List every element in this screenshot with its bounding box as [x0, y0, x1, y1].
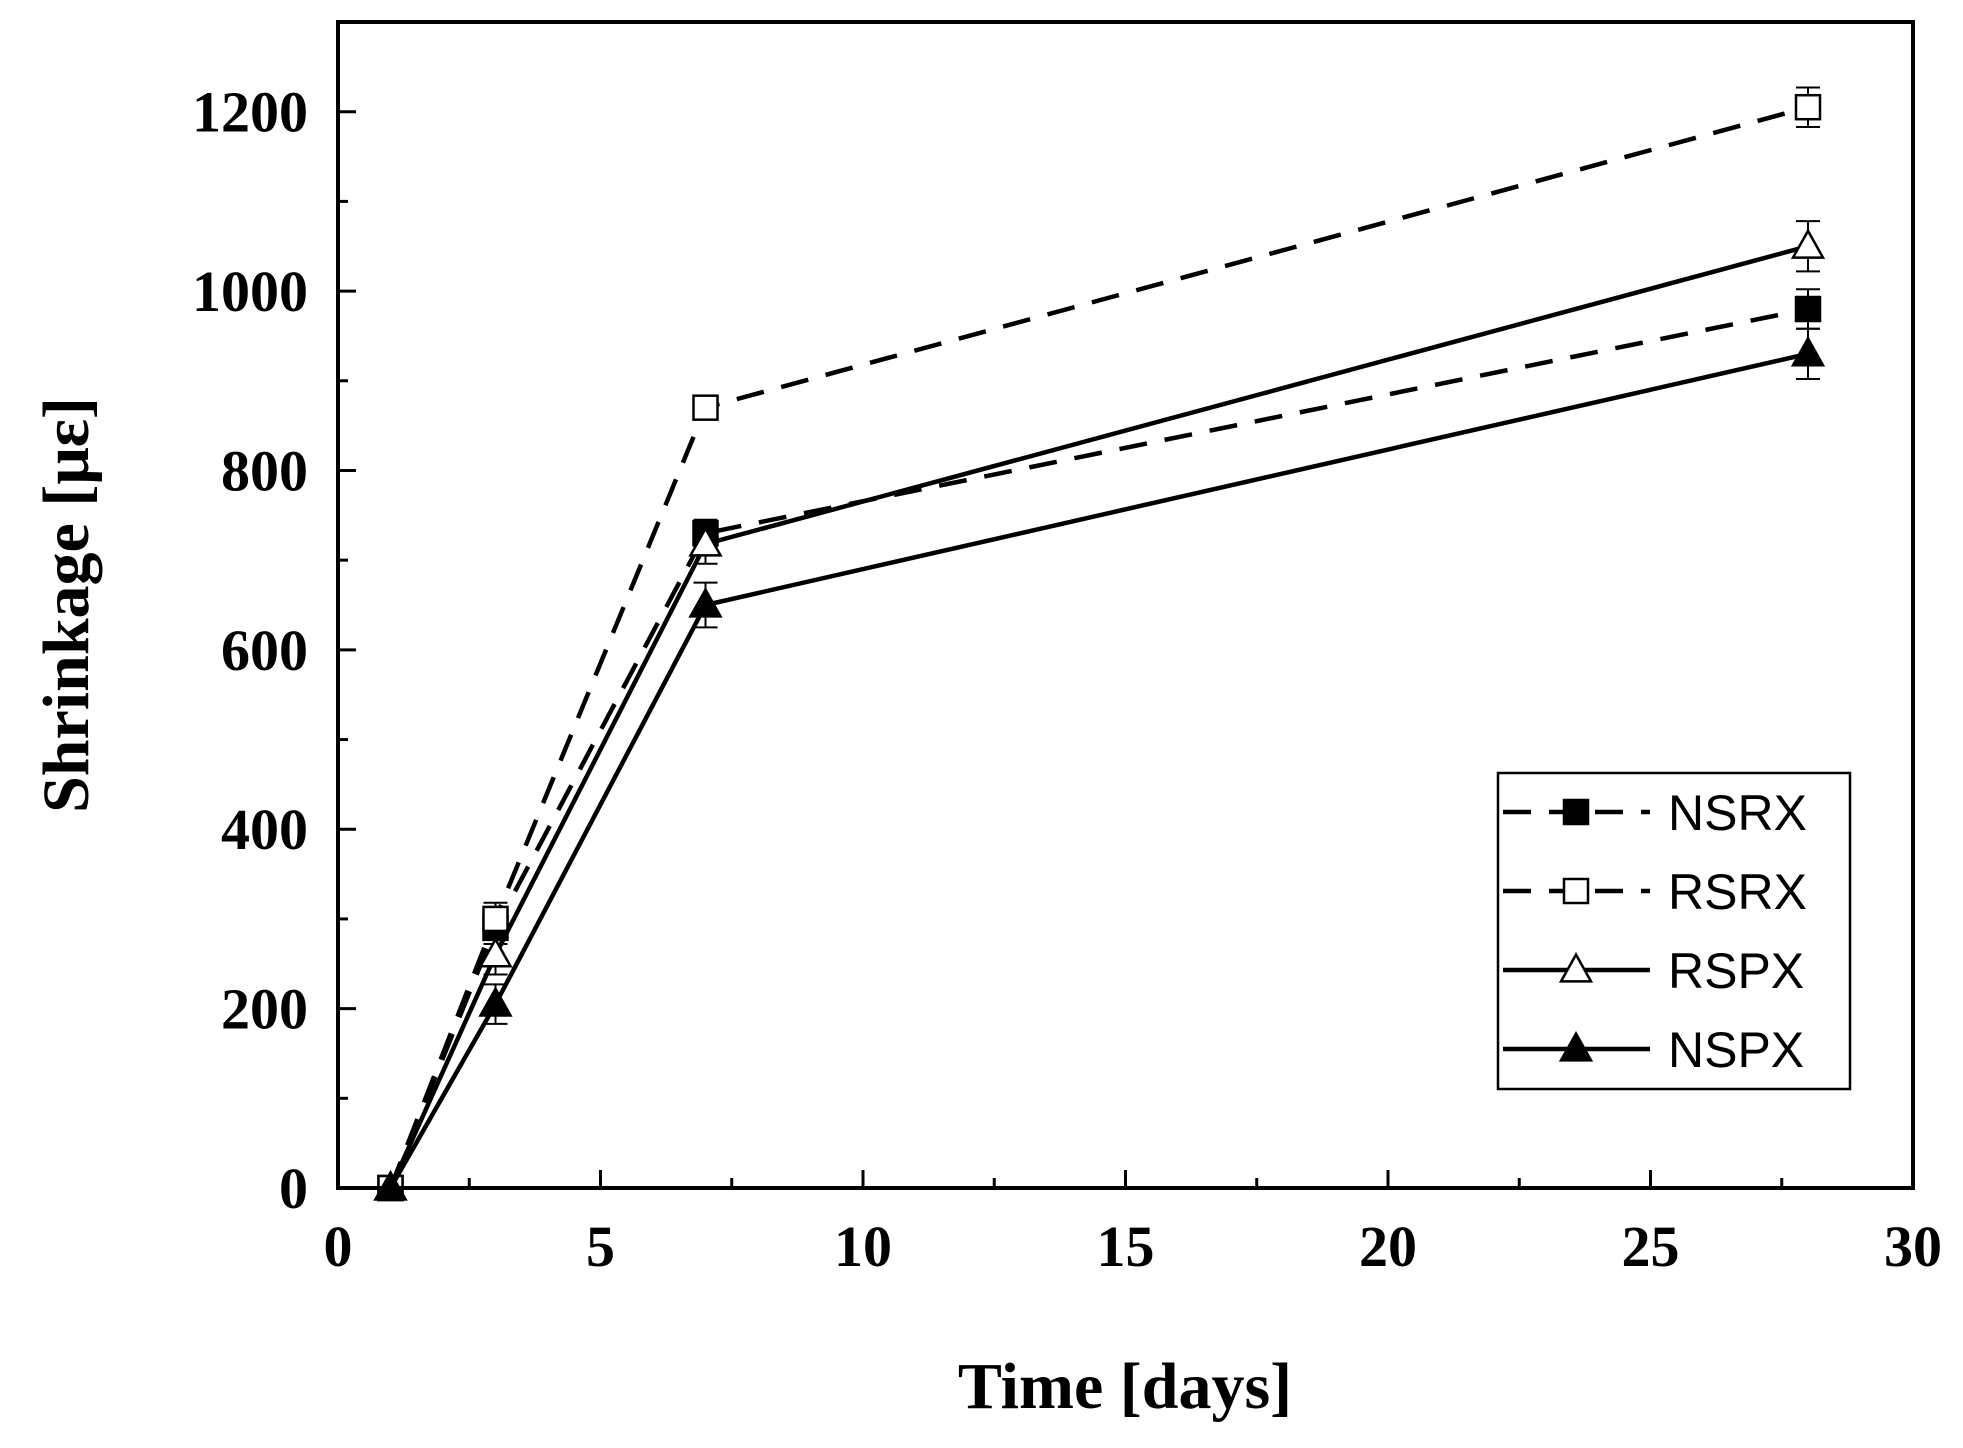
legend-item-nspx: NSPX	[1503, 1022, 1804, 1078]
legend-marker	[1558, 952, 1594, 983]
data-point	[1794, 295, 1822, 323]
legend-box	[1496, 771, 1852, 1091]
data-point	[692, 394, 719, 421]
legend-marker	[1562, 877, 1590, 905]
legend: NSRX RSRX RSPX NSPX	[1496, 771, 1852, 1091]
legend-item-rspx: RSPX	[1503, 943, 1804, 999]
y-tick-label: 1000	[192, 259, 308, 324]
legend-item-nsrx: NSRX	[1503, 785, 1807, 841]
data-point	[1794, 93, 1822, 121]
legend-label: RSPX	[1668, 943, 1804, 999]
plot-frame	[336, 20, 1915, 1190]
data-point	[1790, 228, 1826, 259]
data-point	[688, 526, 723, 557]
legend-marker	[1558, 1031, 1594, 1062]
legend-label: NSPX	[1668, 1022, 1804, 1078]
data-point	[478, 936, 513, 968]
x-tick-label: 20	[1359, 1214, 1417, 1279]
legend-item-rsrx: RSRX	[1503, 864, 1807, 920]
x-tick-label: 5	[586, 1214, 615, 1279]
y-tick-label: 0	[279, 1156, 308, 1221]
x-tick-label: 15	[1097, 1214, 1155, 1279]
x-tick-label: 0	[324, 1214, 353, 1279]
ticks-layer: 0 5 10 15 20 25 30 0 200 400 600 800 1000 1200	[192, 80, 1942, 1279]
data-point	[482, 905, 509, 933]
y-tick-label: 800	[221, 438, 308, 503]
y-tick-label: 200	[221, 977, 308, 1042]
y-tick-label: 400	[221, 797, 308, 862]
y-tick-label: 600	[221, 618, 308, 683]
x-tick-label: 25	[1622, 1214, 1680, 1279]
x-axis-title: Time [days]	[958, 1350, 1292, 1423]
data-point	[688, 587, 723, 618]
legend-marker	[1562, 798, 1590, 826]
data-point	[1790, 335, 1826, 367]
y-tick-label: 1200	[192, 80, 308, 145]
series-line	[388, 105, 1809, 1189]
legend-label: RSRX	[1668, 864, 1807, 920]
legend-label: NSRX	[1668, 785, 1807, 841]
y-axis-title: Shrinkage [με]	[30, 397, 103, 813]
series-line	[388, 244, 1809, 1189]
x-tick-label: 10	[834, 1214, 892, 1279]
series-line	[388, 351, 1809, 1190]
data-point	[478, 986, 513, 1017]
x-tick-label: 30	[1884, 1214, 1942, 1279]
